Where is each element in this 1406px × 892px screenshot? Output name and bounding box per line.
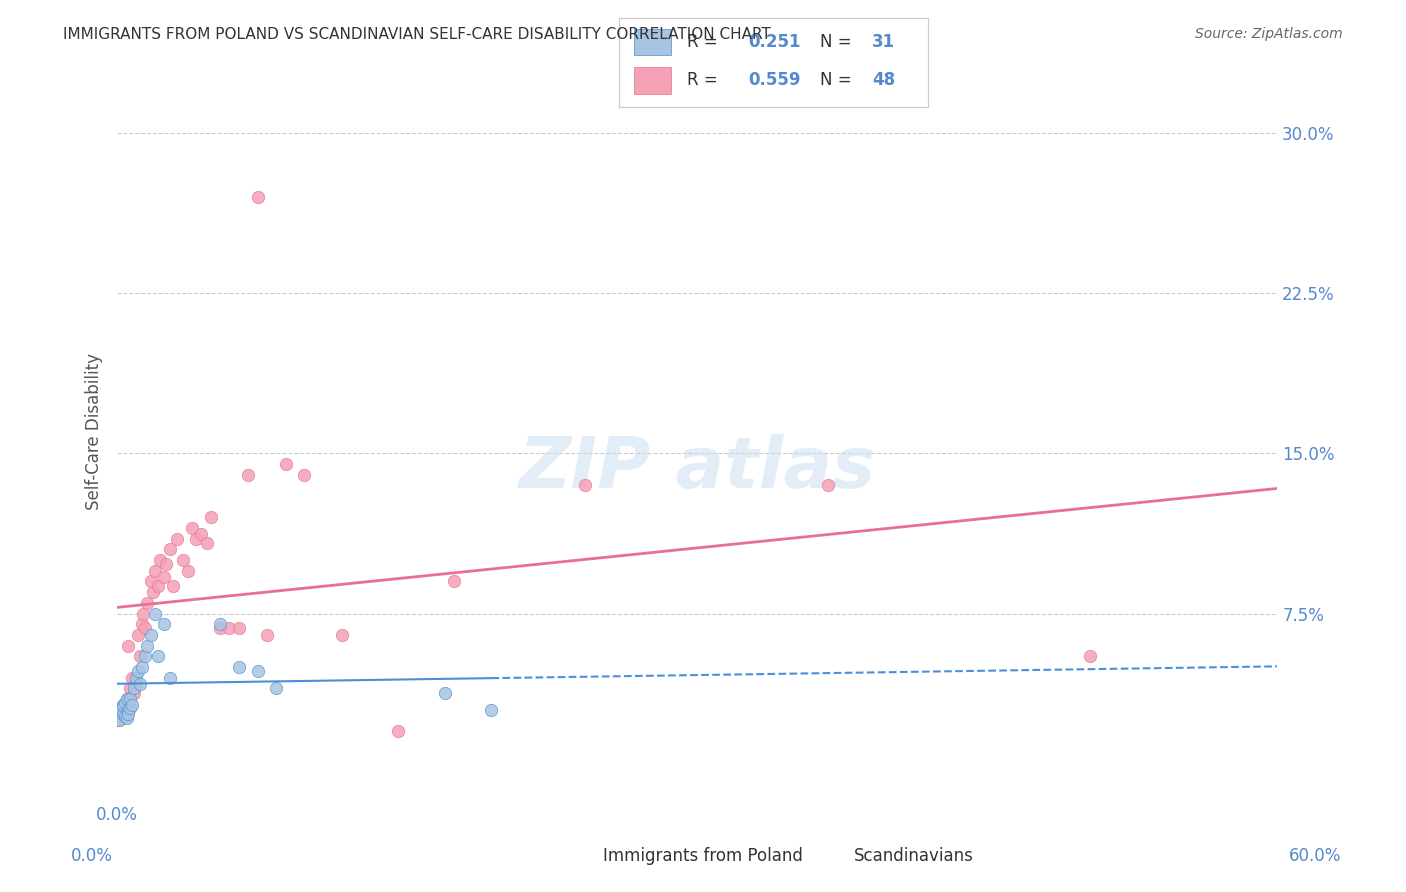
- Point: [264, 681, 287, 696]
- Point: [114, 696, 136, 710]
- Point: [159, 542, 181, 557]
- Point: [136, 596, 159, 610]
- Point: [111, 698, 134, 713]
- Point: [134, 649, 156, 664]
- Point: [139, 628, 162, 642]
- Point: [153, 617, 176, 632]
- Point: [114, 709, 136, 723]
- Point: [120, 692, 142, 706]
- Text: 0.559: 0.559: [748, 71, 801, 89]
- Point: [292, 467, 315, 482]
- Text: R =: R =: [686, 71, 723, 89]
- Text: 48: 48: [872, 71, 896, 89]
- Point: [120, 700, 142, 714]
- Text: ZIP atlas: ZIP atlas: [519, 434, 876, 503]
- Point: [121, 698, 143, 713]
- Text: Scandinavians: Scandinavians: [853, 847, 974, 865]
- Point: [110, 703, 132, 717]
- Point: [111, 698, 134, 713]
- Point: [117, 703, 139, 717]
- Point: [218, 622, 240, 636]
- Point: [142, 585, 165, 599]
- Point: [108, 714, 131, 728]
- Point: [127, 628, 149, 642]
- Point: [132, 607, 155, 621]
- Point: [172, 553, 194, 567]
- Point: [127, 664, 149, 678]
- Text: 31: 31: [872, 33, 896, 51]
- Text: Immigrants from Poland: Immigrants from Poland: [603, 847, 803, 865]
- Point: [817, 478, 839, 492]
- Point: [184, 532, 207, 546]
- Point: [387, 724, 409, 739]
- Point: [443, 574, 465, 589]
- Point: [122, 685, 145, 699]
- Point: [228, 660, 250, 674]
- Point: [125, 677, 148, 691]
- Point: [143, 564, 166, 578]
- Point: [120, 681, 142, 696]
- Point: [128, 649, 150, 664]
- Point: [274, 457, 297, 471]
- Text: 0.0%: 0.0%: [70, 847, 112, 865]
- Point: [136, 639, 159, 653]
- Point: [228, 622, 250, 636]
- Text: Source: ZipAtlas.com: Source: ZipAtlas.com: [1195, 27, 1343, 41]
- Y-axis label: Self-Care Disability: Self-Care Disability: [86, 353, 103, 510]
- Point: [108, 714, 131, 728]
- Point: [574, 478, 596, 492]
- Text: 60.0%: 60.0%: [1288, 847, 1341, 865]
- Point: [1078, 649, 1101, 664]
- Point: [155, 558, 177, 572]
- Point: [153, 570, 176, 584]
- Point: [125, 671, 148, 685]
- Point: [181, 521, 204, 535]
- FancyBboxPatch shape: [634, 67, 671, 94]
- Point: [117, 706, 139, 721]
- Point: [177, 564, 200, 578]
- Point: [246, 190, 269, 204]
- Point: [122, 681, 145, 696]
- Point: [111, 706, 134, 721]
- Point: [200, 510, 222, 524]
- Point: [134, 622, 156, 636]
- Point: [256, 628, 278, 642]
- Point: [246, 664, 269, 678]
- FancyBboxPatch shape: [634, 29, 671, 55]
- Point: [128, 677, 150, 691]
- Point: [114, 706, 136, 721]
- Text: 0.0%: 0.0%: [96, 806, 138, 824]
- Point: [131, 660, 153, 674]
- Point: [159, 671, 181, 685]
- Point: [433, 685, 456, 699]
- Point: [131, 617, 153, 632]
- Point: [143, 607, 166, 621]
- Text: 0.251: 0.251: [748, 33, 801, 51]
- Point: [330, 628, 353, 642]
- Point: [238, 467, 260, 482]
- Point: [117, 696, 139, 710]
- Point: [115, 692, 138, 706]
- Text: N =: N =: [820, 71, 856, 89]
- Text: IMMIGRANTS FROM POLAND VS SCANDINAVIAN SELF-CARE DISABILITY CORRELATION CHART: IMMIGRANTS FROM POLAND VS SCANDINAVIAN S…: [63, 27, 770, 42]
- Point: [209, 622, 232, 636]
- Point: [166, 532, 188, 546]
- Point: [115, 692, 138, 706]
- Point: [148, 649, 170, 664]
- Point: [148, 579, 170, 593]
- Point: [162, 579, 184, 593]
- Point: [195, 536, 218, 550]
- Point: [117, 639, 139, 653]
- Point: [110, 703, 132, 717]
- Point: [190, 527, 212, 541]
- Point: [139, 574, 162, 589]
- Point: [209, 617, 232, 632]
- Text: R =: R =: [686, 33, 723, 51]
- Point: [149, 553, 172, 567]
- Point: [121, 671, 143, 685]
- Text: N =: N =: [820, 33, 856, 51]
- Point: [115, 711, 138, 725]
- Point: [481, 703, 503, 717]
